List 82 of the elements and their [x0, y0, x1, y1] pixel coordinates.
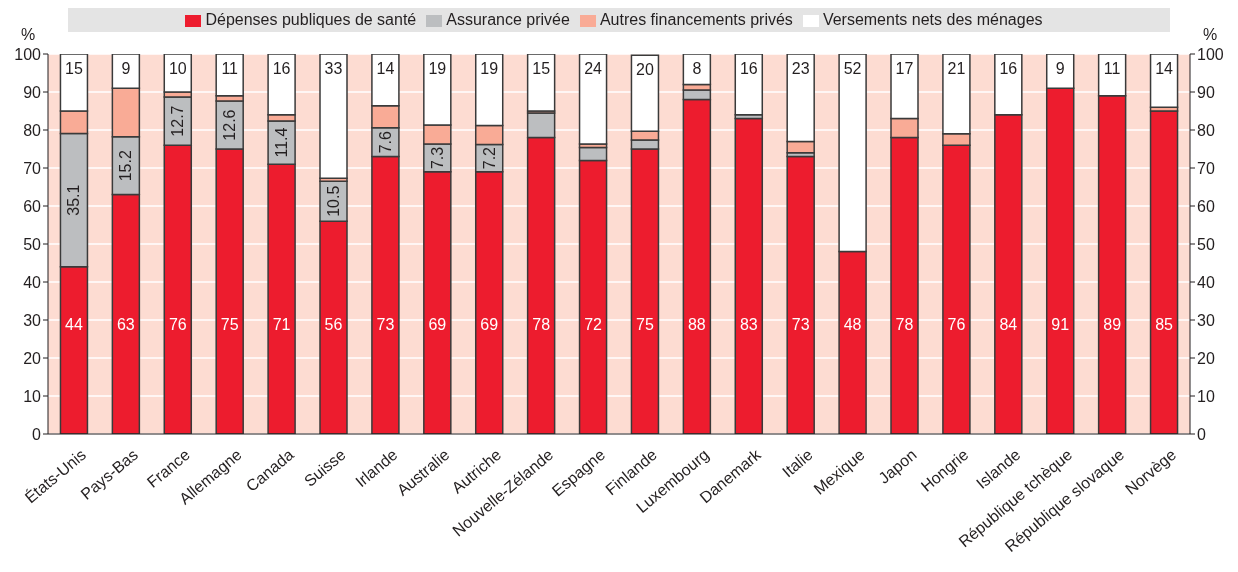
data-label: 20: [636, 60, 654, 78]
data-label: 75: [636, 315, 654, 333]
data-label: 52: [843, 59, 862, 77]
y-tick-label: 60: [23, 197, 42, 215]
y-tick-label: 40: [23, 273, 42, 291]
y-tick-label: 0: [32, 425, 42, 443]
data-label: 16: [999, 59, 1018, 77]
y2-axis-title: %: [1202, 26, 1218, 43]
data-label: 44: [65, 315, 83, 333]
data-label: 71: [272, 315, 291, 333]
y2-tick-label: 20: [1197, 349, 1215, 367]
data-label: 11.4: [273, 127, 291, 158]
data-label: 8: [692, 59, 702, 77]
y2-tick-label: 10: [1197, 387, 1215, 405]
data-label: 63: [116, 315, 135, 333]
data-label: 76: [168, 315, 187, 333]
data-label: 14: [1155, 59, 1174, 77]
y-tick-label: 90: [23, 83, 42, 101]
data-label: 48: [843, 315, 862, 333]
y2-tick-label: 80: [1197, 121, 1215, 139]
data-label: 78: [532, 315, 551, 333]
data-label: 69: [428, 315, 447, 333]
data-label: 12.7: [169, 105, 187, 137]
data-label: 85: [1155, 315, 1174, 333]
data-label: 9: [1055, 59, 1065, 77]
y-axis-title: %: [20, 26, 36, 43]
data-label: 10.5: [325, 185, 342, 217]
data-label: 19: [480, 59, 499, 77]
data-label: 7.2: [480, 146, 498, 170]
y-tick-label: 20: [23, 349, 42, 367]
data-label: 9: [121, 59, 131, 77]
data-label: 33: [324, 59, 343, 77]
data-label: 35.1: [65, 184, 83, 216]
data-label: 16: [272, 59, 291, 77]
data-label: 73: [376, 315, 395, 333]
data-label: 89: [1103, 315, 1122, 333]
data-label: 91: [1051, 315, 1070, 333]
y2-tick-label: 0: [1197, 425, 1206, 443]
data-label: 19: [428, 59, 447, 77]
y2-tick-label: 30: [1197, 311, 1215, 329]
y2-tick-label: 40: [1197, 273, 1215, 291]
data-label: 78: [895, 315, 914, 333]
data-label: 84: [999, 315, 1018, 333]
data-label: 16: [739, 59, 758, 77]
data-label: 15: [65, 59, 83, 77]
data-label: 7.6: [376, 130, 394, 154]
data-label: 69: [480, 315, 499, 333]
data-label: 73: [791, 315, 810, 333]
y2-tick-label: 60: [1197, 197, 1215, 215]
legend-label: Dépenses publiques de santé: [205, 11, 417, 28]
y-tick-label: 70: [23, 159, 42, 177]
data-label: 21: [947, 59, 966, 77]
data-label: 10: [168, 59, 187, 77]
data-label: 72: [584, 315, 603, 333]
data-label: 12.6: [221, 109, 239, 141]
legend-label: Versements nets des ménages: [822, 11, 1043, 28]
x-tick-label: Italie: [778, 445, 816, 481]
y2-tick-label: 50: [1197, 235, 1215, 253]
y2-tick-label: 90: [1197, 83, 1215, 101]
legend-label: Assurance privée: [446, 11, 570, 28]
y2-tick-label: 100: [1197, 45, 1224, 63]
y-tick-label: 10: [23, 387, 42, 405]
data-label: 56: [324, 315, 343, 333]
data-label: 11: [1103, 59, 1121, 77]
y2-tick-label: 70: [1197, 159, 1215, 177]
data-label: 14: [376, 59, 395, 77]
legend-label: Autres financements privés: [599, 11, 793, 28]
data-label: 76: [947, 315, 966, 333]
data-label: 15: [532, 59, 551, 77]
data-label: 15.2: [117, 150, 135, 182]
data-label: 88: [687, 315, 706, 333]
data-label: 23: [791, 59, 810, 77]
y-tick-label: 80: [23, 121, 42, 139]
data-label: 17: [895, 59, 914, 77]
data-label: 75: [220, 315, 239, 333]
data-label: 11: [221, 59, 239, 77]
data-label: 24: [584, 59, 603, 77]
y-tick-label: 100: [14, 45, 42, 63]
data-label: 7.3: [428, 146, 446, 170]
y-tick-label: 50: [23, 235, 42, 253]
y-tick-label: 30: [23, 311, 42, 329]
data-label: 83: [739, 315, 758, 333]
